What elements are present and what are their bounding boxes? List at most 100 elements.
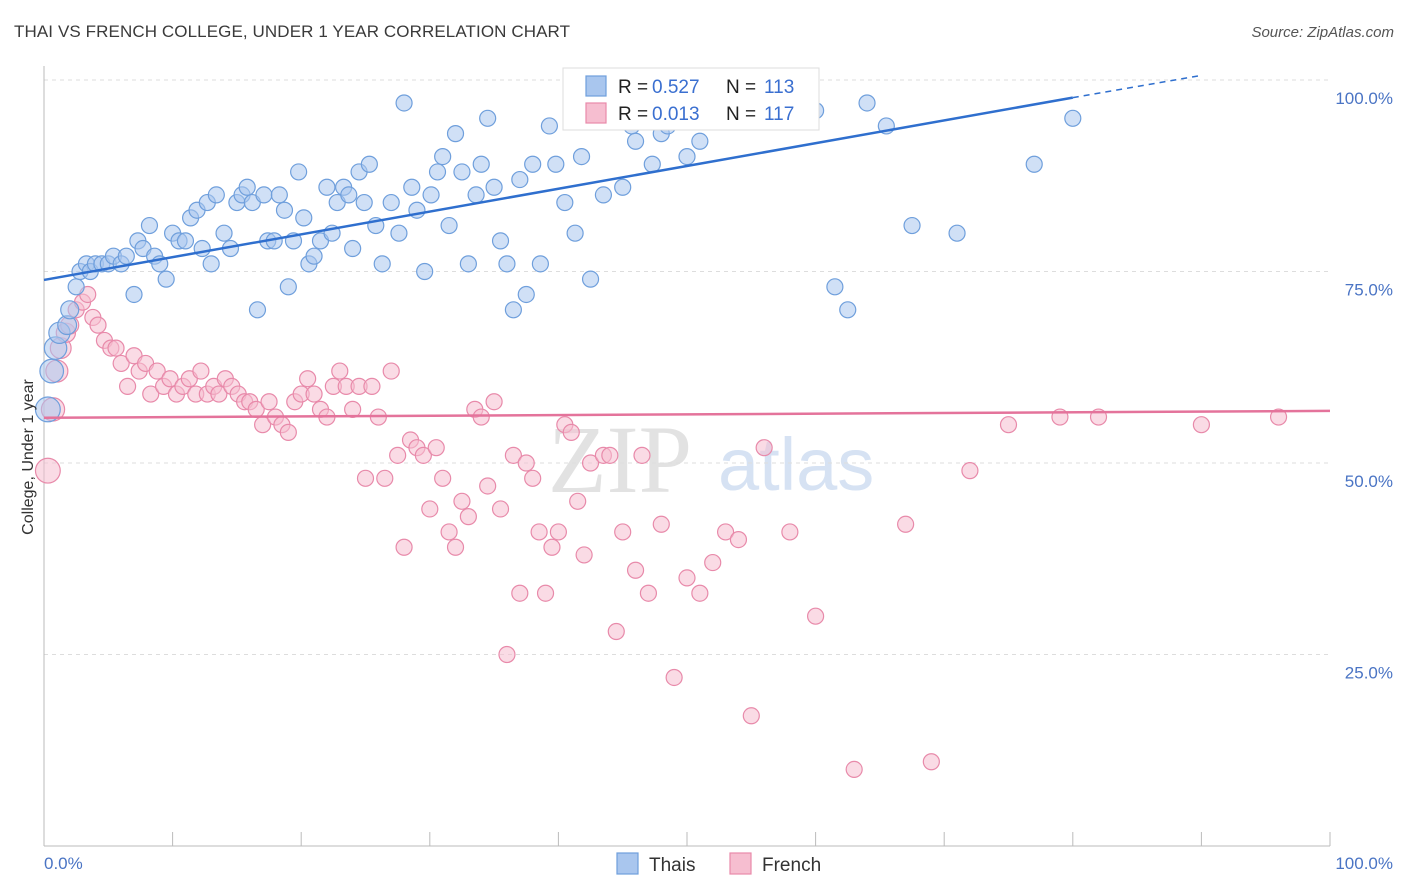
legend-r-label-french: R = <box>618 104 648 125</box>
point-french-79 <box>524 469 542 487</box>
legend-r-label-thais: R = <box>618 77 648 98</box>
point-french-111 <box>999 416 1018 434</box>
point-french-73 <box>485 393 503 411</box>
point-french-53 <box>356 469 375 487</box>
legend-r-value-thais: 0.527 <box>652 77 700 98</box>
legend-top: R = 0.527 N = 113 R = 0.013 N = 117 <box>562 67 820 131</box>
chart-title: THAI VS FRENCH COLLEGE, UNDER 1 YEAR COR… <box>14 22 571 41</box>
point-french-14 <box>112 354 130 373</box>
point-french-88 <box>581 454 600 472</box>
point-thais-5 <box>60 300 80 320</box>
point-french-100 <box>704 553 722 572</box>
point-french-44 <box>299 370 317 388</box>
point-french-82 <box>543 538 561 556</box>
point-thais-95 <box>626 132 645 150</box>
point-thais-89 <box>566 224 584 242</box>
point-french-94 <box>633 446 651 464</box>
point-thais-108 <box>839 301 857 319</box>
point-french-98 <box>678 569 696 587</box>
point-french-97 <box>665 668 683 687</box>
point-french-85 <box>562 423 580 441</box>
point-thais-62 <box>382 193 400 212</box>
legend-bottom-label-french: French <box>762 855 821 876</box>
point-thais-84 <box>524 155 542 173</box>
legend-r-value-french: 0.013 <box>652 104 700 125</box>
point-thais-87 <box>547 155 565 173</box>
point-french-49 <box>331 362 349 380</box>
series-french-points <box>34 285 1288 779</box>
x-ticks <box>43 832 1331 846</box>
point-thais-112 <box>948 224 966 242</box>
point-french-20 <box>148 362 166 380</box>
point-french-103 <box>742 707 760 725</box>
point-french-86 <box>569 492 587 510</box>
legend-n-value-thais: 113 <box>764 77 794 98</box>
point-french-38 <box>260 393 278 411</box>
point-french-0 <box>34 457 61 484</box>
point-thais-75 <box>467 186 485 204</box>
point-french-87 <box>575 546 593 564</box>
watermark-atlas: atlas <box>718 423 874 506</box>
point-thais-56 <box>344 239 362 258</box>
point-thais-36 <box>238 178 256 196</box>
point-french-114 <box>1192 416 1211 434</box>
point-french-75 <box>498 645 516 664</box>
point-thais-113 <box>1025 155 1043 173</box>
point-french-93 <box>626 561 645 579</box>
point-thais-82 <box>511 170 529 189</box>
point-thais-100 <box>691 132 709 150</box>
point-french-110 <box>961 462 979 480</box>
point-thais-67 <box>416 262 434 281</box>
point-french-96 <box>652 515 670 533</box>
point-french-65 <box>434 469 452 487</box>
point-thais-109 <box>858 94 876 112</box>
y-axis-label: College, Under 1 year <box>20 379 37 535</box>
point-french-91 <box>607 622 625 641</box>
point-french-15 <box>118 377 137 395</box>
point-thais-111 <box>903 216 921 235</box>
point-thais-114 <box>1064 109 1082 127</box>
point-thais-58 <box>355 193 373 212</box>
point-thais-91 <box>581 270 600 288</box>
point-french-71 <box>472 408 490 426</box>
point-thais-19 <box>140 216 159 235</box>
point-french-78 <box>517 454 535 472</box>
point-thais-46 <box>290 163 308 181</box>
point-french-74 <box>491 500 510 518</box>
point-french-108 <box>897 515 915 533</box>
point-thais-32 <box>215 224 233 242</box>
point-thais-55 <box>340 186 358 204</box>
point-thais-99 <box>678 148 696 166</box>
legend-swatch-french <box>585 102 607 124</box>
point-french-68 <box>453 492 471 510</box>
point-thais-71 <box>440 216 458 235</box>
point-thais-83 <box>517 285 535 304</box>
point-thais-61 <box>373 255 391 273</box>
y-tick-label-100: 100.0% <box>1335 89 1393 108</box>
legend-n-label-thais: N = <box>726 77 756 98</box>
point-french-58 <box>389 446 407 464</box>
point-french-102 <box>729 530 748 549</box>
point-thais-78 <box>485 178 503 196</box>
point-thais-70 <box>434 148 452 166</box>
y-tick-label-50: 50.0% <box>1345 472 1393 491</box>
trend-line-thais-extension <box>1072 74 1202 99</box>
point-thais-44 <box>279 278 297 296</box>
point-thais-16 <box>125 285 143 304</box>
point-french-27 <box>192 362 210 380</box>
point-french-66 <box>440 523 458 541</box>
point-french-19 <box>142 385 160 403</box>
point-thais-59 <box>360 155 378 173</box>
chart-source: Source: ZipAtlas.com <box>1251 24 1394 41</box>
point-thais-92 <box>594 186 613 204</box>
point-french-92 <box>614 523 632 541</box>
y-tick-labels: 25.0% 50.0% 75.0% 100.0% <box>1335 89 1393 683</box>
point-thais-80 <box>498 255 516 273</box>
point-thais-90 <box>572 148 591 166</box>
point-french-107 <box>845 760 863 779</box>
point-french-81 <box>536 584 555 602</box>
point-french-13 <box>107 339 125 357</box>
point-thais-81 <box>504 301 522 319</box>
point-french-109 <box>922 753 940 771</box>
